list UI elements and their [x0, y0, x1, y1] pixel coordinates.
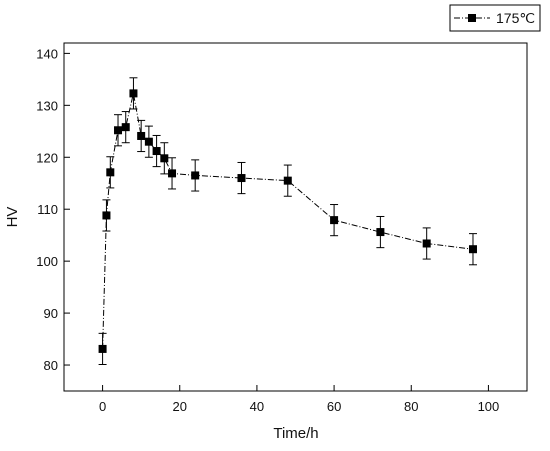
y-tick-label: 90	[44, 306, 58, 321]
data-point	[422, 239, 431, 248]
data-point	[468, 245, 477, 254]
y-tick-label: 130	[36, 98, 58, 113]
error-bars	[98, 77, 477, 366]
y-tick-label: 120	[36, 150, 58, 165]
data-point	[114, 126, 123, 135]
legend-marker	[468, 14, 476, 22]
data-point	[237, 174, 246, 183]
data-point	[121, 123, 130, 132]
data-point	[106, 168, 115, 177]
y-axis-title: HV	[4, 207, 21, 228]
x-tick-label: 0	[99, 399, 106, 414]
data-point	[168, 169, 177, 178]
data-point	[129, 89, 138, 98]
y-tick-label: 80	[44, 358, 58, 373]
data-point	[283, 176, 292, 185]
plot-frame	[63, 42, 528, 392]
x-tick-label: 40	[250, 399, 264, 414]
data-point	[98, 344, 107, 353]
data-point	[191, 171, 200, 180]
y-axis: 80 90 100 110 120 130 140	[36, 46, 70, 373]
legend: 175℃	[449, 4, 541, 32]
x-tick-label: 20	[173, 399, 187, 414]
data-point	[160, 154, 169, 163]
y-tick-label: 110	[37, 202, 58, 217]
x-tick-label: 100	[478, 399, 500, 414]
legend-label: 175℃	[496, 10, 535, 26]
x-tick-label: 80	[404, 399, 418, 414]
data-point	[137, 131, 146, 140]
series-line	[102, 93, 474, 349]
y-tick-label: 140	[36, 46, 58, 61]
x-axis: 0 20 40 60 80 100	[99, 385, 499, 414]
y-tick-label: 100	[36, 254, 58, 269]
data-markers	[98, 89, 477, 353]
data-point	[376, 228, 385, 237]
data-point	[102, 211, 111, 220]
data-point	[144, 137, 153, 146]
x-axis-title: Time/h	[273, 425, 318, 442]
data-point	[152, 147, 161, 156]
data-point	[330, 216, 339, 225]
x-tick-label: 60	[327, 399, 341, 414]
